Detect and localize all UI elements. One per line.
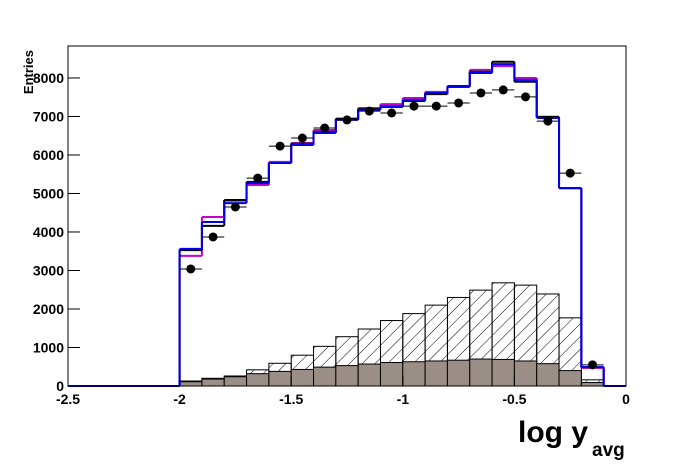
filled-bar — [357, 363, 381, 387]
filled-bar — [246, 373, 270, 387]
filled-bar — [379, 362, 404, 387]
y-tick-label: 7000 — [33, 108, 64, 124]
filled-bar — [513, 360, 538, 387]
filled-bar — [402, 361, 426, 387]
data-point — [186, 264, 196, 274]
data-point — [498, 85, 508, 95]
filled-bar — [424, 360, 448, 387]
data-point — [476, 88, 486, 98]
y-tick-label: 2000 — [33, 301, 64, 317]
filled-bar — [469, 358, 493, 387]
data-point — [543, 116, 553, 126]
filled-bar — [446, 359, 471, 387]
filled-bar — [223, 376, 248, 387]
data-point — [320, 123, 330, 133]
filled-bar — [268, 370, 292, 387]
y-tick-label: 4000 — [33, 224, 64, 240]
x-tick-label: -0.5 — [502, 391, 526, 407]
y-tick-label: 5000 — [33, 185, 64, 201]
x-tick-label: -2.5 — [56, 391, 80, 407]
filled-bar — [290, 368, 315, 387]
data-point — [387, 108, 397, 118]
filled-bar — [179, 381, 203, 387]
filled-bar — [580, 382, 605, 387]
data-point — [409, 101, 419, 111]
x-tick-label: 0 — [622, 391, 630, 407]
x-axis-label-subscript: avg — [592, 440, 625, 461]
data-point — [588, 360, 598, 370]
filled-bar — [335, 365, 359, 387]
x-tick-label: -1 — [397, 391, 410, 407]
data-point — [297, 133, 307, 143]
filled-bar — [558, 370, 582, 387]
data-point — [230, 202, 240, 212]
data-point — [431, 101, 441, 111]
data-point — [454, 98, 464, 108]
filled-bar — [313, 366, 337, 387]
y-tick-label: 3000 — [33, 262, 64, 278]
x-tick-label: -2 — [173, 391, 186, 407]
data-point — [253, 173, 263, 183]
data-point — [565, 168, 575, 178]
data-point — [275, 141, 285, 151]
data-point — [364, 106, 374, 116]
filled-bar — [491, 358, 515, 387]
y-axis-label: Entries — [21, 50, 36, 94]
data-point — [208, 232, 218, 242]
y-tick-label: 6000 — [33, 147, 64, 163]
y-tick-label: 8000 — [33, 70, 64, 86]
y-tick-label: 1000 — [33, 339, 64, 355]
y-tick-label: 0 — [56, 378, 64, 394]
frame — [67, 45, 627, 387]
x-tick-label: -1.5 — [279, 391, 303, 407]
filled-bar — [201, 378, 225, 387]
data-point — [521, 92, 531, 102]
x-axis-label: log y — [518, 416, 588, 449]
filled-bar — [536, 363, 560, 387]
data-point — [342, 115, 352, 125]
